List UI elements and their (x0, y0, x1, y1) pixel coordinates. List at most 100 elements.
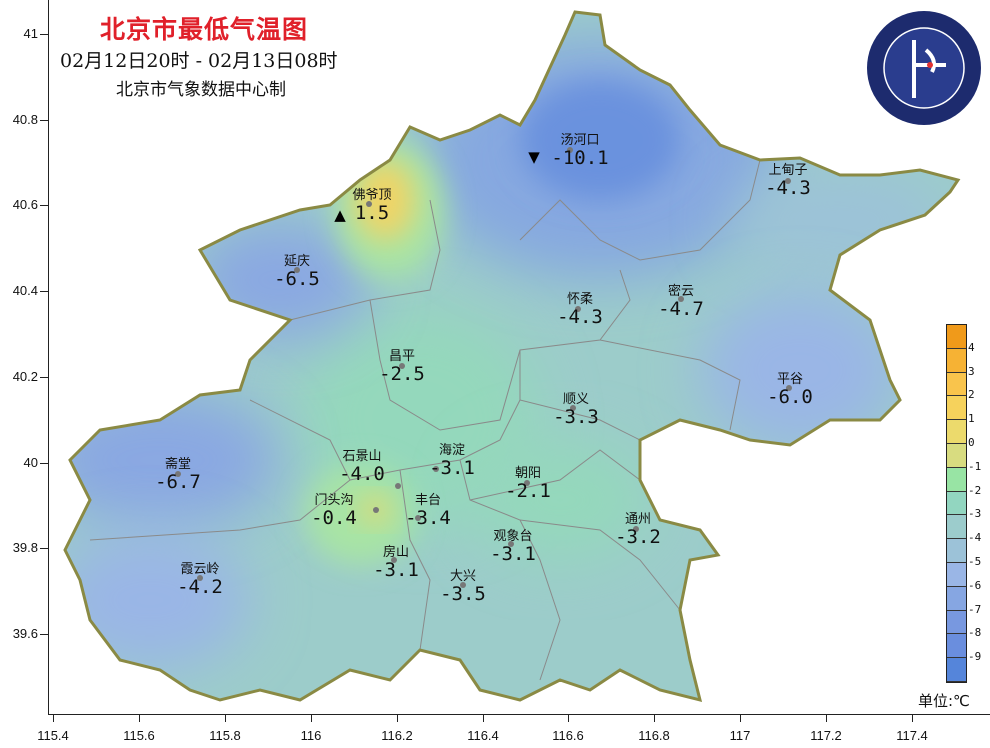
station-label: 海淀 -3.1 (429, 443, 475, 479)
station-temperature: -4.2 (177, 576, 223, 598)
station-temperature: -3.2 (615, 526, 661, 548)
station-name: 门头沟 (314, 493, 354, 508)
legend-label: -5 (968, 555, 982, 568)
station-dot (524, 480, 530, 486)
legend-swatch (947, 515, 966, 540)
station-temperature: -6.5 (274, 268, 320, 290)
y-tick: 40 (23, 455, 38, 470)
y-tick: 40.4 (12, 283, 38, 298)
station-dot (785, 178, 791, 184)
station-temperature: -6.0 (767, 386, 813, 408)
legend-label: 0 (968, 436, 975, 449)
x-tick: 116.2 (381, 728, 413, 743)
station-label: 石景山 -4.0 (339, 449, 385, 485)
station-temperature: -2.5 (379, 363, 425, 385)
station-label: 门头沟 -0.4 (311, 493, 357, 529)
station-dot (175, 471, 181, 477)
station-name: 延庆 (283, 254, 311, 269)
legend-swatch (947, 539, 966, 563)
station-temperature: -2.1 (505, 480, 551, 502)
legend-label: 1 (968, 412, 975, 426)
station-dot (366, 201, 372, 207)
station-dot (399, 363, 405, 369)
legend-swatch (947, 443, 966, 468)
station-label: 汤河口 -10.1 (551, 134, 609, 169)
x-tick: 117.2 (810, 728, 842, 743)
station-temperature: -3.4 (405, 507, 451, 529)
station-label: 丰台 -3.4 (405, 493, 451, 529)
station-name: 丰台 (414, 493, 442, 508)
x-tick: 117.4 (896, 728, 928, 743)
station-dot (294, 267, 300, 273)
station-dot (570, 405, 576, 411)
legend-swatch (947, 348, 966, 373)
station-dot (415, 515, 421, 521)
station-dot (391, 557, 397, 563)
legend-swatch (947, 658, 966, 682)
x-tick: 116.4 (467, 728, 499, 743)
station-dot (575, 306, 581, 312)
station-temperature: -3.1 (429, 457, 475, 479)
legend-label: 3 (968, 364, 975, 378)
station-name: 斋堂 (164, 457, 192, 472)
x-tick: 115.4 (37, 728, 69, 743)
station-label: 通州 -3.2 (615, 512, 661, 548)
legend-label: 2 (968, 388, 975, 402)
station-name: 通州 (624, 512, 652, 527)
station-label: 延庆 -6.5 (274, 254, 320, 290)
station-temperature: -4.0 (339, 463, 385, 485)
legend-label: -4 (968, 531, 982, 545)
station-name: 怀柔 (566, 292, 594, 307)
legend-label: -9 (968, 650, 982, 664)
station-label: 密云 -4.7 (658, 284, 704, 320)
station-dot (460, 582, 466, 588)
y-tick: 40.8 (12, 112, 38, 127)
legend-label: -7 (968, 602, 982, 616)
station-temperature: -3.3 (553, 406, 599, 428)
legend-swatch (947, 634, 966, 659)
legend-label: -8 (968, 626, 982, 640)
station-name: 上甸子 (768, 163, 808, 178)
station-name: 昌平 (388, 349, 416, 364)
station-label: 佛爷顶 1.5 (352, 189, 391, 224)
station-temperature: -6.7 (155, 471, 201, 493)
station-label: 大兴 -3.5 (440, 570, 486, 605)
y-tick: 39.6 (12, 626, 38, 641)
station-label: 平谷 -6.0 (767, 372, 813, 408)
station-dot (786, 385, 792, 391)
legend-swatch (947, 325, 966, 349)
map-title: 北京市最低气温图 (100, 15, 309, 44)
legend-label: 4 (968, 340, 975, 354)
station-temperature: -4.7 (658, 298, 704, 320)
min-temp-marker-icon: ▼ (528, 148, 540, 166)
legend-label: -6 (968, 578, 982, 592)
station-temperature: -3.1 (490, 543, 536, 565)
max-temp-marker-icon: ▲ (334, 206, 346, 224)
station-dot (433, 466, 439, 472)
station-name: 顺义 (562, 392, 590, 407)
station-label: 怀柔 -4.3 (557, 292, 603, 328)
legend-label: -1 (968, 459, 982, 473)
station-name: 平谷 (776, 372, 804, 387)
station-name: 房山 (382, 545, 410, 560)
station-label: 斋堂 -6.7 (155, 457, 201, 493)
legend-swatch (947, 586, 966, 611)
station-label: 昌平 -2.5 (379, 349, 425, 385)
map-time-range: 02月12日20时 - 02月13日08时 (60, 50, 338, 72)
station-name: 石景山 (342, 449, 382, 464)
legend-swatch (947, 562, 966, 587)
x-tick: 116 (300, 728, 322, 743)
legend-swatch (947, 396, 966, 421)
station-name: 霞云岭 (180, 562, 220, 577)
station-temperature: -10.1 (551, 147, 609, 169)
y-tick: 40.2 (12, 369, 38, 384)
station-label: 房山 -3.1 (373, 545, 419, 581)
station-dot (567, 147, 573, 153)
y-tick: 40.6 (12, 197, 38, 212)
station-name: 海淀 (438, 443, 466, 458)
station-name: 密云 (667, 284, 695, 299)
x-tick: 115.6 (123, 728, 155, 743)
station-dot (508, 541, 514, 547)
station-name: 朝阳 (514, 466, 542, 481)
